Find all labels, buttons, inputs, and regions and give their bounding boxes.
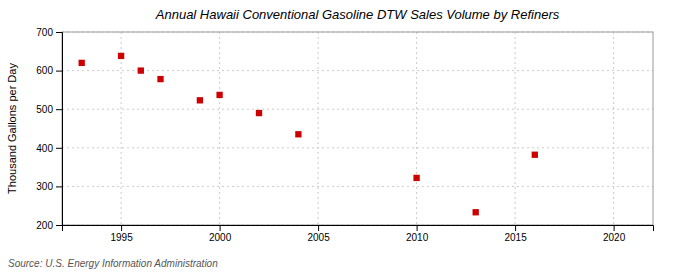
- point: [216, 92, 222, 98]
- x-tick: 2015: [504, 225, 527, 243]
- point: [473, 209, 479, 215]
- x-tick-mark: [121, 225, 122, 231]
- y-tick: 600: [36, 65, 62, 76]
- point: [295, 131, 301, 137]
- point: [118, 53, 124, 59]
- y-tick: 300: [36, 181, 62, 192]
- y-tick-mark: [56, 148, 62, 149]
- x-grid-line: [515, 32, 516, 225]
- x-grid-line: [613, 32, 614, 225]
- y-grid-line: [62, 109, 653, 110]
- y-tick-label: 600: [36, 65, 53, 76]
- x-grid-line: [121, 32, 122, 225]
- x-tick-label: 2000: [209, 232, 232, 243]
- point: [157, 76, 163, 82]
- point: [256, 110, 262, 116]
- y-tick-mark: [56, 186, 62, 187]
- point: [138, 67, 144, 73]
- title: Annual Hawaii Conventional Gasoline DTW …: [155, 7, 560, 22]
- point: [197, 97, 203, 103]
- x-tick-label: 2010: [406, 232, 429, 243]
- x-axis: 1995 2000 2005 2010 2015 2020: [63, 225, 654, 243]
- point: [413, 175, 419, 181]
- x-tick-mark: [220, 225, 221, 231]
- y-tick: 500: [36, 104, 62, 115]
- y-tick-mark: [56, 32, 62, 33]
- y-grid-line: [62, 186, 653, 187]
- x-tick-mark: [318, 225, 319, 231]
- x-tick-label: 2020: [603, 232, 626, 243]
- y-tick: 700: [36, 27, 62, 38]
- y-tick-label: 300: [36, 181, 53, 192]
- y-axis-line: [56, 33, 63, 226]
- y-axis-title: Thousand Gallons per Day: [6, 63, 18, 194]
- y-tick-mark: [56, 71, 62, 72]
- y-tick-mark: [56, 225, 62, 226]
- x-tick-mark: [417, 225, 418, 231]
- x-grid-line: [219, 32, 220, 225]
- y-tick-label: 700: [36, 27, 53, 38]
- x-tick-mark: [515, 225, 516, 231]
- x-tick-label: 1995: [110, 232, 133, 243]
- marks: [79, 53, 538, 216]
- y-tick: 200: [36, 220, 62, 231]
- x-tick: 1995: [110, 225, 133, 243]
- y-tick-mark: [56, 109, 62, 110]
- x-axis-line: [63, 226, 654, 232]
- source-note: Source: U.S. Energy Information Administ…: [8, 258, 218, 269]
- plot-frame: [62, 32, 653, 225]
- point: [79, 60, 85, 66]
- plot-area: 1995 2000 2005 2010 2015 2020 200 300 400 500 600 7…: [36, 27, 653, 243]
- y-grid-line: [62, 147, 653, 148]
- grid: [62, 32, 653, 225]
- chart-svg: 1995 2000 2005 2010 2015 2020 200 300 400 500 600 7…: [0, 0, 675, 275]
- y-tick-label: 500: [36, 104, 53, 115]
- x-grid-line: [318, 32, 319, 225]
- x-tick-mark: [614, 225, 615, 231]
- point: [532, 152, 538, 158]
- x-tick-label: 2015: [504, 232, 527, 243]
- x-tick: 2000: [209, 225, 232, 243]
- x-tick: 2005: [307, 225, 330, 243]
- y-tick: 400: [36, 143, 62, 154]
- y-grid-line: [62, 70, 653, 71]
- y-axis: 200 300 400 500 600 700: [36, 27, 62, 231]
- x-tick: 2020: [603, 225, 626, 243]
- x-tick: 2010: [406, 225, 429, 243]
- x-grid-line: [416, 32, 417, 225]
- y-tick-label: 400: [36, 143, 53, 154]
- y-tick-label: 200: [36, 220, 53, 231]
- x-tick-label: 2005: [307, 232, 330, 243]
